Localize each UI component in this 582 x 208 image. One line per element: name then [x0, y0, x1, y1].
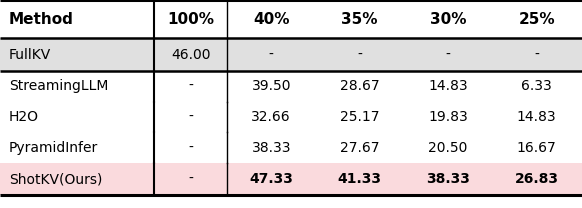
- Bar: [0, 0, 582, 38]
- Text: -: -: [357, 48, 362, 62]
- Text: 19.83: 19.83: [428, 110, 468, 124]
- Text: 30%: 30%: [430, 12, 466, 27]
- Text: 32.66: 32.66: [251, 110, 291, 124]
- Text: -: -: [534, 48, 539, 62]
- Text: ShotKV(Ours): ShotKV(Ours): [9, 172, 102, 186]
- Text: 47.33: 47.33: [249, 172, 293, 186]
- Text: -: -: [188, 172, 193, 186]
- Text: PyramidInfer: PyramidInfer: [9, 141, 98, 155]
- Text: 35%: 35%: [342, 12, 378, 27]
- Text: 16.67: 16.67: [517, 141, 556, 155]
- Text: StreamingLLM: StreamingLLM: [9, 79, 108, 93]
- Text: 28.67: 28.67: [340, 79, 379, 93]
- Bar: [0, 102, 582, 132]
- Text: 20.50: 20.50: [428, 141, 468, 155]
- Text: 38.33: 38.33: [251, 141, 291, 155]
- Text: 40%: 40%: [253, 12, 289, 27]
- Text: -: -: [446, 48, 450, 62]
- Bar: [0, 38, 582, 71]
- Text: 46.00: 46.00: [171, 48, 210, 62]
- Text: 100%: 100%: [167, 12, 214, 27]
- Text: 38.33: 38.33: [426, 172, 470, 186]
- Text: -: -: [269, 48, 274, 62]
- Text: -: -: [188, 110, 193, 124]
- Text: 26.83: 26.83: [514, 172, 559, 186]
- Text: 14.83: 14.83: [428, 79, 468, 93]
- Text: 25%: 25%: [519, 12, 555, 27]
- Text: 25.17: 25.17: [340, 110, 379, 124]
- Text: 41.33: 41.33: [338, 172, 382, 186]
- Text: 14.83: 14.83: [517, 110, 556, 124]
- Bar: [0, 132, 582, 163]
- Bar: [0, 71, 582, 102]
- Text: H2O: H2O: [9, 110, 39, 124]
- Text: 39.50: 39.50: [251, 79, 291, 93]
- Text: -: -: [188, 141, 193, 155]
- Text: 27.67: 27.67: [340, 141, 379, 155]
- Text: -: -: [188, 79, 193, 93]
- Bar: [0, 163, 582, 195]
- Text: Method: Method: [9, 12, 73, 27]
- Text: 6.33: 6.33: [521, 79, 552, 93]
- Text: FullKV: FullKV: [9, 48, 51, 62]
